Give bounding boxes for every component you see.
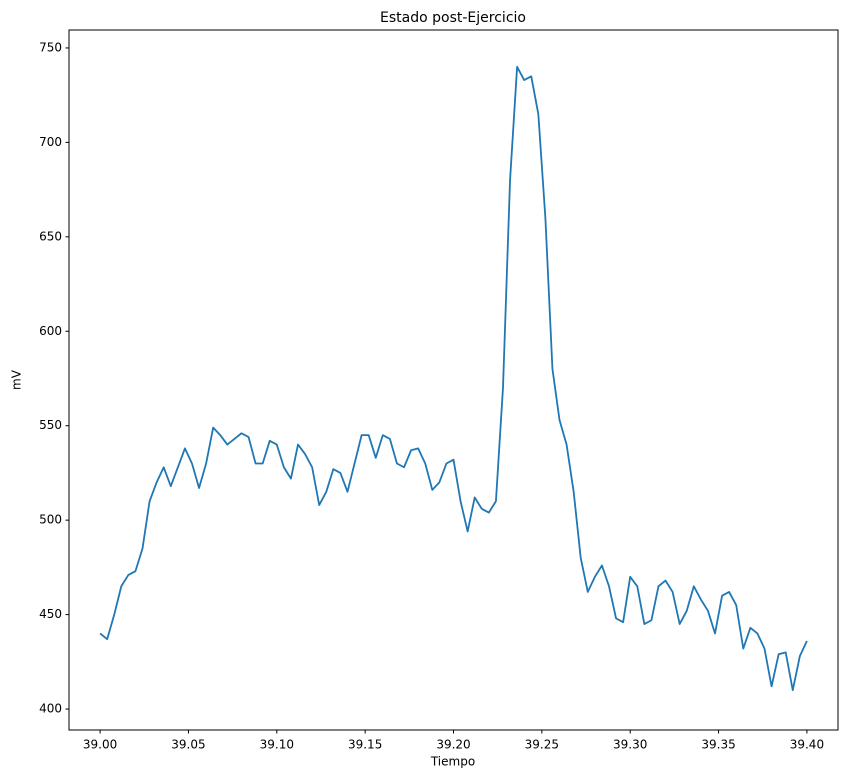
- y-axis-label: mV: [10, 369, 24, 390]
- x-tick-label: 39.10: [260, 738, 294, 752]
- chart-title: Estado post-Ejercicio: [380, 10, 526, 26]
- y-tick-label: 600: [39, 324, 62, 338]
- y-tick-label: 450: [39, 607, 62, 621]
- x-tick-label: 39.30: [613, 738, 647, 752]
- x-axis-label: Tiempo: [430, 755, 475, 769]
- y-tick-label: 400: [39, 702, 62, 716]
- plot-frame: [68, 29, 839, 731]
- y-tick-label: 700: [39, 135, 62, 149]
- x-tick-label: 39.25: [525, 738, 559, 752]
- x-tick-label: 39.20: [436, 738, 470, 752]
- x-tick-label: 39.05: [171, 738, 205, 752]
- y-tick-label: 500: [39, 513, 62, 527]
- y-tick-label: 550: [39, 418, 62, 432]
- y-tick-label: 650: [39, 229, 62, 243]
- data-line: [99, 65, 808, 692]
- y-tick-label: 750: [39, 40, 62, 54]
- x-tick-label: 39.40: [790, 738, 824, 752]
- x-tick-label: 39.35: [701, 738, 735, 752]
- x-tick-label: 39.00: [83, 738, 117, 752]
- x-tick-label: 39.15: [348, 738, 382, 752]
